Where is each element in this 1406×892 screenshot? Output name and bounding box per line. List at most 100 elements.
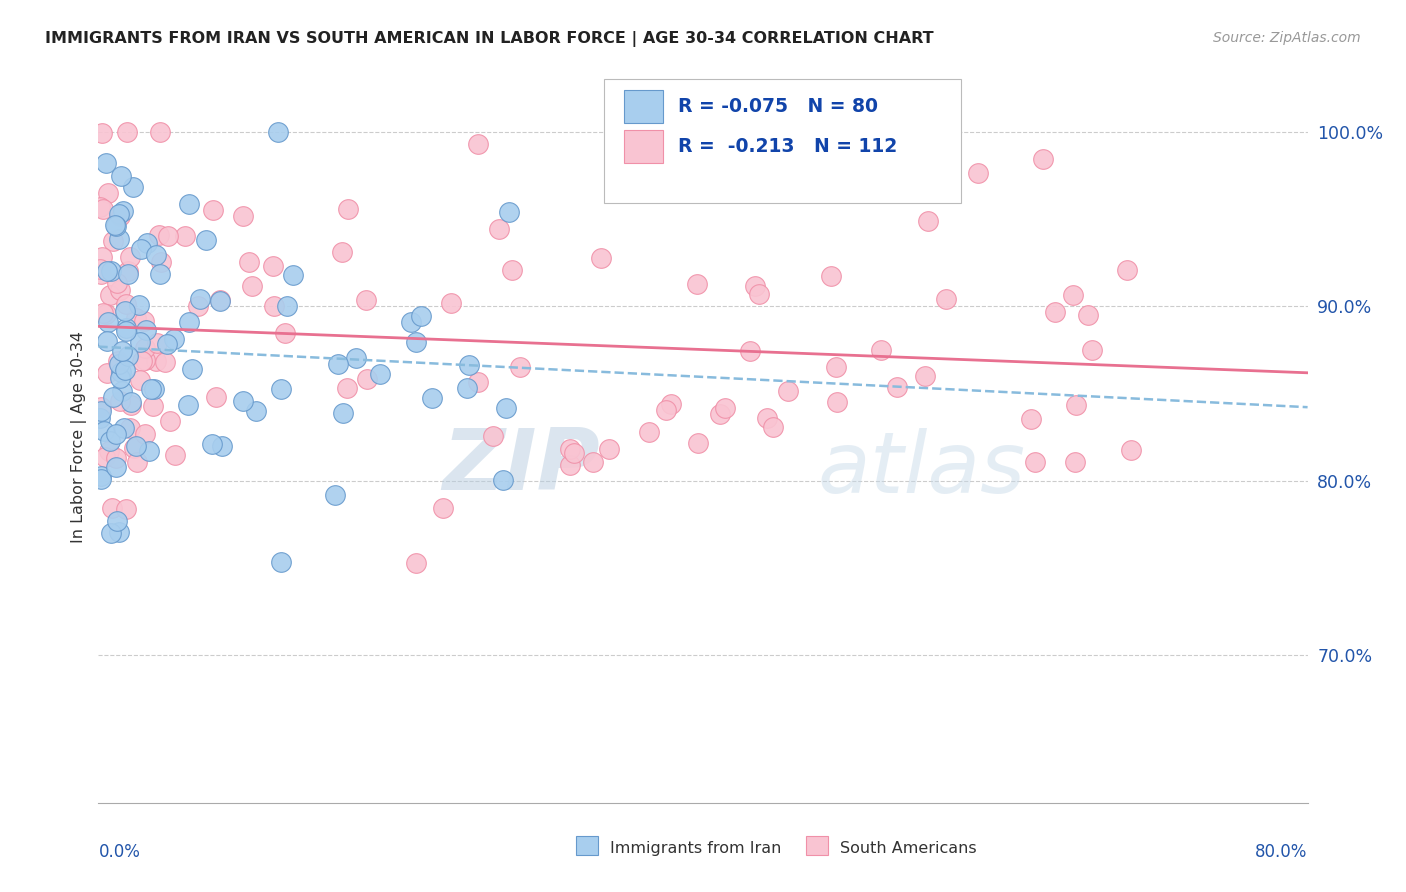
Point (778, 384, 800, 398)
Point (1119, 443, 1142, 458)
FancyBboxPatch shape (624, 90, 664, 122)
Point (267, 125, 290, 139)
Point (1024, 455, 1046, 469)
Point (491, 473, 513, 487)
Point (90, 472, 112, 486)
Point (177, 398, 200, 412)
Point (107, 354, 129, 368)
Point (401, 315, 423, 329)
Point (276, 299, 298, 313)
Point (142, 382, 165, 396)
Point (94, 450, 117, 465)
Point (96, 334, 118, 348)
Point (156, 229, 179, 244)
Text: South Americans: South Americans (839, 841, 976, 856)
Point (101, 500, 124, 515)
Point (101, 234, 124, 248)
Point (131, 353, 153, 368)
Point (122, 179, 145, 194)
Point (187, 299, 209, 313)
Point (332, 406, 354, 420)
Point (328, 357, 350, 371)
Point (110, 371, 132, 385)
Point (482, 428, 505, 442)
Point (405, 334, 427, 349)
Point (709, 407, 731, 421)
Point (127, 455, 149, 469)
Point (153, 355, 176, 369)
Point (118, 421, 141, 435)
Point (263, 299, 285, 313)
Point (125, 311, 148, 326)
Point (90, 404, 112, 418)
Point (201, 203, 224, 218)
Point (201, 436, 224, 450)
Point (120, 394, 142, 409)
Point (564, 445, 586, 459)
Point (713, 401, 735, 416)
Point (156, 336, 179, 351)
Point (89, 261, 111, 276)
Point (149, 254, 172, 268)
Point (111, 384, 134, 398)
Point (112, 421, 135, 435)
Point (655, 403, 678, 417)
Point (688, 436, 710, 450)
Point (509, 360, 531, 375)
Point (232, 394, 254, 409)
Point (914, 369, 936, 384)
Point (136, 235, 159, 250)
Point (100, 264, 122, 278)
Text: 0.0%: 0.0% (98, 843, 141, 861)
Point (128, 297, 150, 311)
Point (356, 372, 378, 386)
Point (262, 259, 284, 273)
Point (139, 382, 162, 396)
Point (181, 362, 204, 376)
Point (98, 443, 121, 458)
Point (188, 292, 211, 306)
Point (105, 426, 128, 441)
Point (330, 244, 353, 259)
Point (98, 434, 121, 448)
Point (456, 381, 478, 395)
Point (108, 357, 131, 371)
Point (336, 202, 359, 216)
Point (96, 264, 118, 278)
Point (118, 250, 141, 264)
Point (1077, 308, 1099, 322)
Point (825, 359, 848, 374)
Point (270, 382, 292, 396)
Point (107, 207, 129, 221)
Point (100, 526, 122, 541)
Text: 80.0%: 80.0% (1256, 843, 1308, 861)
Point (1064, 398, 1087, 412)
Point (409, 309, 432, 323)
Point (104, 451, 127, 466)
Point (205, 391, 228, 405)
Point (591, 251, 613, 265)
Point (886, 380, 908, 394)
Point (336, 381, 359, 395)
Point (115, 125, 138, 139)
Point (93, 202, 115, 216)
Point (94, 307, 117, 321)
Point (501, 263, 523, 277)
Point (90, 400, 112, 414)
Point (135, 323, 157, 337)
Text: Source: ZipAtlas.com: Source: ZipAtlas.com (1213, 31, 1361, 45)
Point (208, 293, 231, 307)
Point (138, 443, 160, 458)
Point (89, 410, 111, 425)
Point (97, 186, 120, 201)
Point (108, 525, 131, 540)
Point (149, 125, 172, 139)
Point (96, 366, 118, 380)
Point (935, 293, 957, 307)
Point (686, 277, 709, 291)
Point (110, 284, 132, 298)
Point (467, 136, 489, 151)
Point (115, 321, 138, 335)
Point (560, 442, 582, 456)
Point (129, 334, 152, 349)
